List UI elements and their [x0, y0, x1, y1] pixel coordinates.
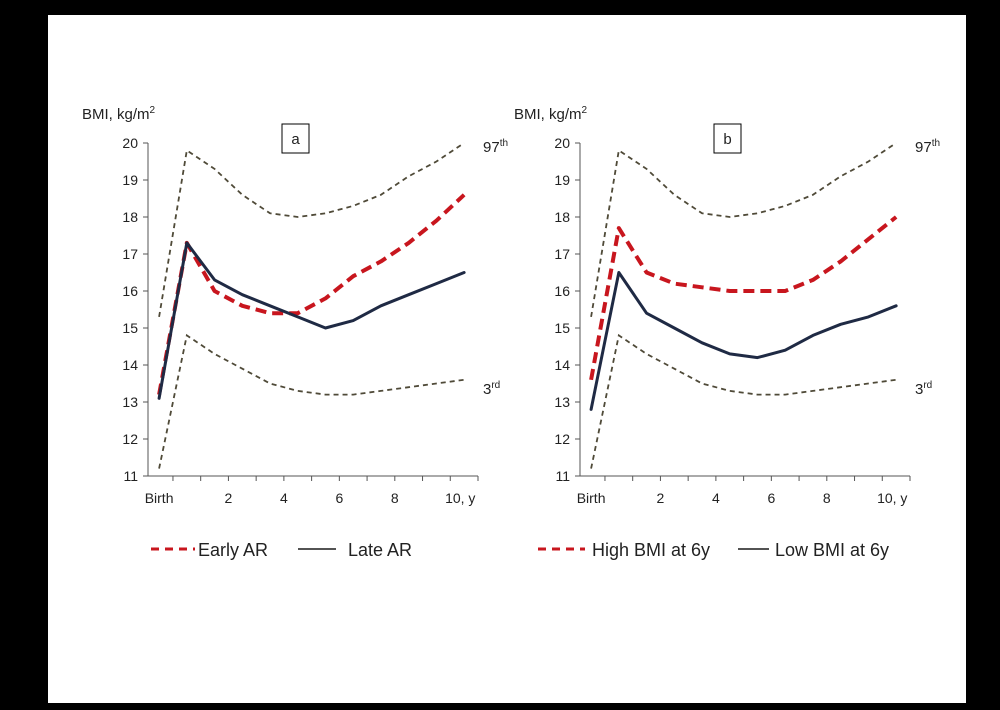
y-tick-label: 15 — [122, 320, 138, 336]
x-tick-label: 2 — [225, 490, 233, 506]
y-axis-label: BMI, kg/m2 — [82, 105, 156, 123]
reference-label-97: 97th — [483, 138, 508, 156]
x-tick-label: 8 — [823, 490, 831, 506]
x-tick-label: 4 — [712, 490, 720, 506]
y-tick-label: 12 — [122, 431, 138, 447]
y-tick-label: 17 — [554, 246, 570, 262]
x-tick-label: 2 — [657, 490, 665, 506]
y-tick-label: 16 — [554, 283, 570, 299]
panel-label-box — [281, 123, 310, 154]
reference-curve-97 — [590, 142, 897, 318]
reference-curve-97 — [158, 142, 465, 318]
y-tick-label: 14 — [122, 357, 138, 373]
x-tick-label: 6 — [767, 490, 775, 506]
x-tick-label: 8 — [391, 490, 399, 506]
y-axis-label: BMI, kg/m2 — [514, 105, 588, 123]
y-tick-label: 19 — [122, 172, 138, 188]
y-tick-label: 13 — [122, 394, 138, 410]
panel-label: b — [723, 131, 731, 148]
reference-label-3-base: 3 — [915, 381, 923, 398]
y-tick-label: 14 — [554, 357, 570, 373]
x-tick-label: Birth — [145, 490, 174, 506]
panel-label-box — [713, 123, 742, 154]
reference-label-3: 3rd — [915, 380, 932, 398]
reference-label-3: 3rd — [483, 380, 500, 398]
y-axis-label-base: BMI, kg/m — [514, 106, 582, 123]
y-tick-label: 16 — [122, 283, 138, 299]
series-line-late-ar — [157, 241, 466, 400]
x-tick-label: 6 — [335, 490, 343, 506]
y-tick-label: 11 — [555, 468, 570, 484]
panel-label: a — [291, 131, 300, 148]
reference-label-97: 97th — [915, 138, 940, 156]
y-tick-label: 13 — [554, 394, 570, 410]
legend-label: Late AR — [348, 540, 412, 560]
series-line-high-bmi-at-6y — [589, 215, 898, 381]
y-tick-label: 15 — [554, 320, 570, 336]
y-axis-label-sup: 2 — [582, 105, 588, 116]
reference-label-97-base: 97 — [483, 139, 500, 156]
x-tick-label: 10, y — [877, 490, 907, 506]
figure-frame: BMI, kg/m2 a 11 12 13 14 15 16 17 18 19 20 Birth 2 4 6 8… — [48, 15, 966, 703]
y-tick-label: 20 — [122, 135, 138, 151]
y-tick-label: 19 — [554, 172, 570, 188]
legend-label: High BMI at 6y — [592, 540, 710, 560]
reference-label-97-sup: th — [500, 138, 508, 149]
reference-label-97-sup: th — [932, 138, 940, 149]
x-tick-label: Birth — [577, 490, 606, 506]
x-tick-label: 10, y — [445, 490, 475, 506]
reference-label-3-sup: rd — [923, 380, 932, 391]
y-tick-label: 18 — [554, 209, 570, 225]
y-tick-label: 20 — [554, 135, 570, 151]
y-tick-label: 18 — [122, 209, 138, 225]
legend-label: Low BMI at 6y — [775, 540, 889, 560]
reference-label-3-sup: rd — [491, 380, 500, 391]
series-line-low-bmi-at-6y — [589, 271, 898, 411]
reference-label-97-base: 97 — [915, 139, 932, 156]
series-line-early-ar — [157, 193, 466, 395]
reference-label-3-base: 3 — [483, 381, 491, 398]
reference-curve-3 — [158, 333, 465, 469]
legend-label: Early AR — [198, 540, 268, 560]
y-tick-label: 11 — [123, 468, 138, 484]
y-tick-label: 12 — [554, 431, 570, 447]
reference-curve-3 — [590, 333, 897, 469]
y-tick-label: 17 — [122, 246, 138, 262]
x-tick-label: 4 — [280, 490, 288, 506]
y-axis-label-sup: 2 — [150, 105, 156, 116]
y-axis-label-base: BMI, kg/m — [82, 106, 150, 123]
